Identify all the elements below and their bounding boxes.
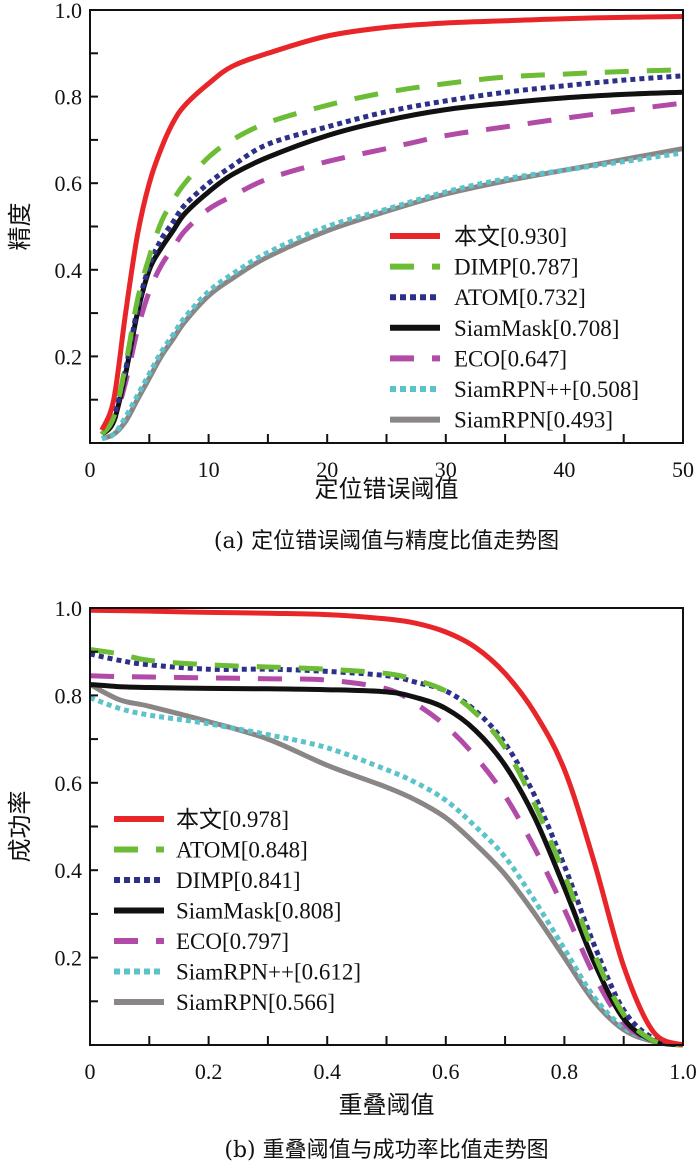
legend-item: SiamRPN++[0.612]	[114, 960, 361, 985]
x-tick-label: 0	[85, 1059, 96, 1084]
legend-item: ECO[0.647]	[390, 346, 567, 371]
legend-label: ECO[0.797]	[176, 929, 289, 954]
caption-b: (b) 重叠阈值与成功率比值走势图	[224, 1138, 548, 1163]
y-axis-title-b: 成功率	[6, 791, 34, 863]
legend-item: 本文[0.978]	[114, 807, 289, 832]
legend-a: 本文[0.930] DIMP[0.787] ATOM[0.732] SiamMask[…	[390, 224, 639, 433]
series-line-eco	[100, 100, 684, 437]
curves-a	[99, 14, 684, 442]
y-tick-label: 0.2	[55, 344, 83, 369]
legend-label: ATOM[0.732]	[454, 285, 586, 310]
chart-panel-a: 0 10 20 30 40 50 0.2 0.4 0.6 0.8 1.0 本文[0.930] DIMP…	[6, 0, 694, 554]
x-tick-label: 0.4	[313, 1059, 341, 1084]
legend-label: SiamRPN++[0.612]	[176, 960, 361, 985]
legend-item: DIMP[0.787]	[390, 255, 579, 280]
legend-label: SiamRPN[0.493]	[454, 408, 613, 433]
legend-item: ATOM[0.732]	[390, 285, 586, 310]
legend-label: SiamRPN++[0.508]	[454, 377, 639, 402]
y-tick-label: 1.0	[55, 596, 83, 621]
y-tick-label: 0.4	[55, 858, 83, 883]
legend-label: 本文[0.978]	[176, 807, 289, 832]
series-line-siammask	[100, 89, 684, 437]
x-axis-title-b: 重叠阈值	[339, 1091, 435, 1119]
legend-label: SiamMask[0.708]	[454, 316, 619, 341]
caption-a: (a) 定位错误阈值与精度比值走势图	[214, 529, 559, 554]
series-line-siamrpn-	[89, 695, 684, 1048]
y-tick-label: 0.6	[55, 771, 83, 796]
x-tick-label: 0.6	[432, 1059, 460, 1084]
x-tick-label: 30	[435, 457, 457, 482]
series-line-atom	[89, 647, 684, 1048]
legend-item: SiamRPN[0.493]	[390, 408, 613, 433]
chart-panel-b: 0 0.2 0.4 0.6 0.8 1.0 0.2 0.4 0.6 0.8 1.0 本文[0.978…	[6, 596, 697, 1163]
series-line-siamrpn-	[100, 150, 684, 442]
legend-label: SiamMask[0.808]	[176, 899, 341, 924]
series-line-siamrpn	[88, 682, 684, 1048]
y-tick-label: 0.4	[55, 258, 83, 283]
series-line-dimp	[99, 67, 684, 436]
x-tick-label: 1.0	[669, 1059, 697, 1084]
x-tick-label: 50	[672, 457, 694, 482]
legend-item: ATOM[0.848]	[114, 838, 308, 863]
y-tick-label: 0.6	[55, 171, 83, 196]
series-line-eco	[89, 673, 684, 1048]
x-tick-label: 10	[198, 457, 220, 482]
y-tick-label: 0.2	[55, 946, 83, 971]
legend-label: ECO[0.647]	[454, 346, 567, 371]
x-tick-label: 0.2	[195, 1059, 223, 1084]
legend-label: DIMP[0.841]	[176, 868, 301, 893]
legend-label: 本文[0.930]	[454, 224, 567, 249]
ticks-b: 0 0.2 0.4 0.6 0.8 1.0 0.2 0.4 0.6 0.8 1.0	[55, 596, 697, 1084]
legend-label: DIMP[0.787]	[454, 255, 579, 280]
legend-label: ATOM[0.848]	[176, 838, 308, 863]
x-tick-label: 0	[85, 457, 96, 482]
legend-item: DIMP[0.841]	[114, 868, 301, 893]
x-axis-title-a: 定位错误阈值	[315, 475, 459, 503]
series-line-本文	[89, 607, 685, 1048]
curves-b	[88, 607, 685, 1048]
x-tick-label: 40	[553, 457, 575, 482]
legend-item: SiamRPN++[0.508]	[390, 377, 639, 402]
y-tick-label: 0.8	[55, 683, 83, 708]
y-tick-label: 1.0	[55, 0, 83, 23]
y-tick-label: 0.8	[55, 85, 83, 110]
series-line-siammask	[89, 682, 684, 1048]
legend-item: 本文[0.930]	[390, 224, 567, 249]
legend-item: SiamMask[0.808]	[114, 899, 341, 924]
series-line-dimp	[89, 651, 684, 1048]
legend-item: SiamRPN[0.566]	[114, 990, 335, 1015]
x-tick-label: 0.8	[551, 1059, 579, 1084]
legend-b: 本文[0.978] ATOM[0.848] DIMP[0.841] SiamMask[…	[114, 807, 361, 1015]
legend-item: SiamMask[0.708]	[390, 316, 619, 341]
legend-item: ECO[0.797]	[114, 929, 289, 954]
legend-label: SiamRPN[0.566]	[176, 990, 335, 1015]
y-axis-title-a: 精度	[6, 203, 34, 251]
ticks-a: 0 10 20 30 40 50 0.2 0.4 0.6 0.8 1.0	[55, 0, 695, 482]
series-line-本文	[99, 14, 684, 432]
x-tick-label: 20	[316, 457, 338, 482]
